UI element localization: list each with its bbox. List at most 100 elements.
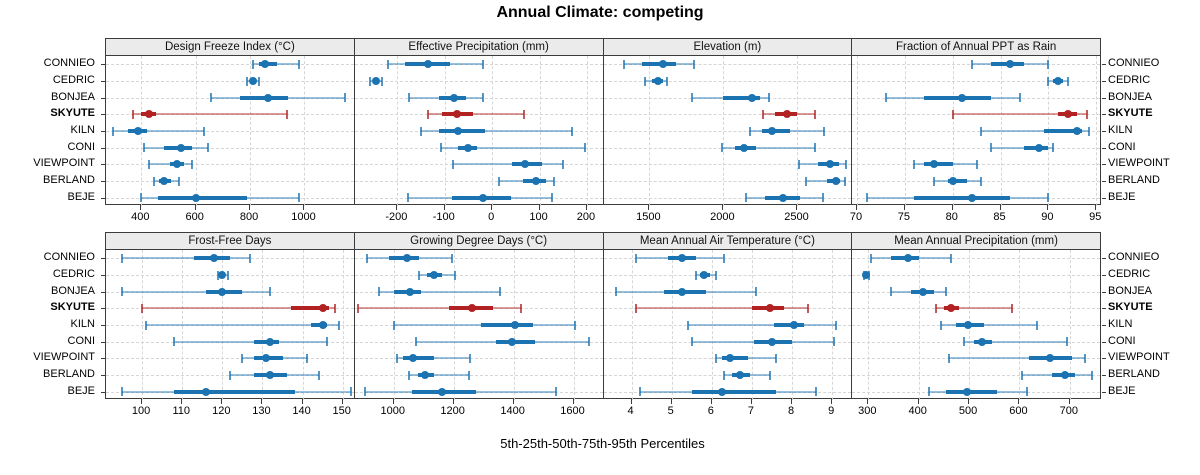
panel-plot — [852, 56, 1106, 206]
gridline-horizontal — [852, 131, 1100, 132]
category-tick — [1102, 114, 1106, 116]
axis-tick-label: 400 — [131, 211, 150, 223]
gridline-horizontal — [106, 258, 354, 260]
x-axis-effective-precipitation-mm: -200 -100 0 100 200 — [354, 205, 603, 227]
x-axis-growing-degree-days-c: 1000 1200 1400 1600 — [354, 399, 603, 421]
axis-tick — [710, 399, 712, 404]
panel-strip: Frost-Free Days — [106, 233, 354, 250]
site-label-left-kiln: KILN — [70, 318, 95, 330]
category-tick — [1102, 358, 1106, 360]
category-tick — [1102, 275, 1106, 276]
gridline-horizontal — [852, 341, 1100, 343]
site-label-left-connieo: CONNIEO — [43, 251, 95, 264]
axis-tick-label: 110 — [172, 405, 190, 417]
gridline-horizontal — [354, 291, 603, 293]
panel-frost-free-days: Frost-Free Days — [101, 232, 355, 400]
panel-plot — [852, 250, 1106, 400]
gridline-horizontal — [354, 181, 603, 182]
gridline-horizontal — [852, 258, 1100, 260]
panel-effective-precipitation-mm: Effective Precipitation (mm) — [353, 38, 604, 206]
category-tick — [101, 131, 105, 132]
axis-tick — [968, 399, 970, 404]
gridline-horizontal — [354, 391, 603, 393]
axis-tick — [951, 205, 953, 210]
category-tick — [101, 375, 105, 376]
axis-tick-label: 0 — [488, 211, 495, 223]
category-tick — [101, 308, 105, 310]
gridline-horizontal — [852, 291, 1100, 293]
site-label-right-beje: BEJE — [1108, 384, 1136, 397]
gridline-horizontal — [603, 341, 852, 343]
axis-tick — [1047, 205, 1049, 210]
site-label-right-beje: BEJE — [1108, 190, 1136, 203]
axis-tick-label: 8 — [788, 405, 795, 417]
panel-plot — [354, 250, 603, 400]
gridline-horizontal — [354, 308, 603, 310]
axis-tick-label: 1500 — [636, 211, 661, 223]
gridline-horizontal — [106, 341, 354, 343]
gridline-horizontal — [852, 64, 1100, 66]
category-tick — [101, 358, 105, 360]
category-tick — [1102, 81, 1106, 82]
axis-tick — [538, 205, 540, 210]
gridline-horizontal — [106, 275, 354, 276]
category-tick — [101, 197, 105, 199]
gridline-horizontal — [106, 308, 354, 310]
gridline-horizontal — [354, 358, 603, 360]
panel-strip: Mean Annual Precipitation (mm) — [852, 233, 1100, 250]
site-label-right-skyute: SKYUTE — [1108, 107, 1153, 120]
axis-tick-label: 2500 — [784, 211, 809, 223]
axis-tick — [831, 399, 833, 404]
site-label-right-cedric: CEDRIC — [1108, 74, 1151, 86]
gridline-horizontal — [603, 81, 852, 82]
axis-tick-label: 85 — [993, 211, 1006, 223]
gridline-horizontal — [852, 97, 1100, 99]
gridline-horizontal — [106, 197, 354, 199]
x-axis-frost-free-days: 100 110 120 130 140 150 — [105, 399, 354, 421]
x-axis-mean-annual-air-temperature-c: 4 5 6 7 8 9 — [603, 399, 852, 421]
axis-tick — [396, 205, 398, 210]
category-tick — [1102, 97, 1106, 99]
axis-tick-label: 800 — [239, 211, 259, 223]
gridline-horizontal — [852, 275, 1100, 276]
gridline-horizontal — [106, 114, 354, 116]
gridline-horizontal — [603, 131, 852, 132]
chart-title: Annual Climate: competing — [496, 4, 704, 21]
axis-tick-label: 4 — [627, 405, 634, 417]
site-label-left-coni: CONI — [67, 334, 96, 347]
x-axis-elevation-m: 1500 2000 2500 — [603, 205, 852, 227]
gridline-horizontal — [852, 164, 1100, 166]
panel-strip: Mean Annual Air Temperature (°C) — [603, 233, 852, 250]
axis-tick — [1018, 399, 1020, 404]
panel-mean-annual-air-temperature-c: Mean Annual Air Temperature (°C) — [602, 232, 853, 400]
gridline-horizontal — [603, 197, 852, 199]
axis-tick — [670, 399, 672, 404]
category-tick — [101, 275, 105, 276]
panel-fraction-of-annual-ppt-as-rain: Fraction of Annual PPT as Rain — [851, 38, 1106, 206]
axis-tick-label: -100 — [432, 211, 455, 223]
site-label-right-coni: CONI — [1108, 334, 1136, 347]
site-label-right-bonjea: BONJEA — [1108, 90, 1153, 103]
gridline-horizontal — [852, 181, 1100, 182]
axis-tick-label: 90 — [1041, 211, 1054, 223]
axis-tick-label: 7 — [747, 405, 754, 417]
axis-tick-label: 2000 — [710, 211, 735, 223]
axis-tick — [750, 399, 752, 404]
axis-tick — [791, 399, 793, 404]
axis-tick-label: 9 — [828, 405, 835, 417]
gridline-horizontal — [852, 81, 1100, 82]
category-tick — [1102, 164, 1106, 166]
axis-tick-label: 700 — [1059, 405, 1078, 417]
axis-tick-label: 200 — [576, 211, 596, 223]
axis-tick-label: 600 — [1009, 405, 1028, 417]
percentiles-caption: 5th-25th-50th-75th-95th Percentiles — [500, 436, 705, 451]
axis-tick — [301, 399, 303, 404]
gridline-horizontal — [354, 164, 603, 166]
gridline-horizontal — [354, 325, 603, 326]
category-tick — [101, 164, 105, 166]
gridline-horizontal — [106, 131, 354, 132]
axis-tick-label: 600 — [185, 211, 204, 223]
gridline-horizontal — [603, 291, 852, 293]
panel-mean-annual-precipitation-mm: Mean Annual Precipitation (mm) — [851, 232, 1106, 400]
panel-strip: Growing Degree Days (°C) — [354, 233, 603, 250]
